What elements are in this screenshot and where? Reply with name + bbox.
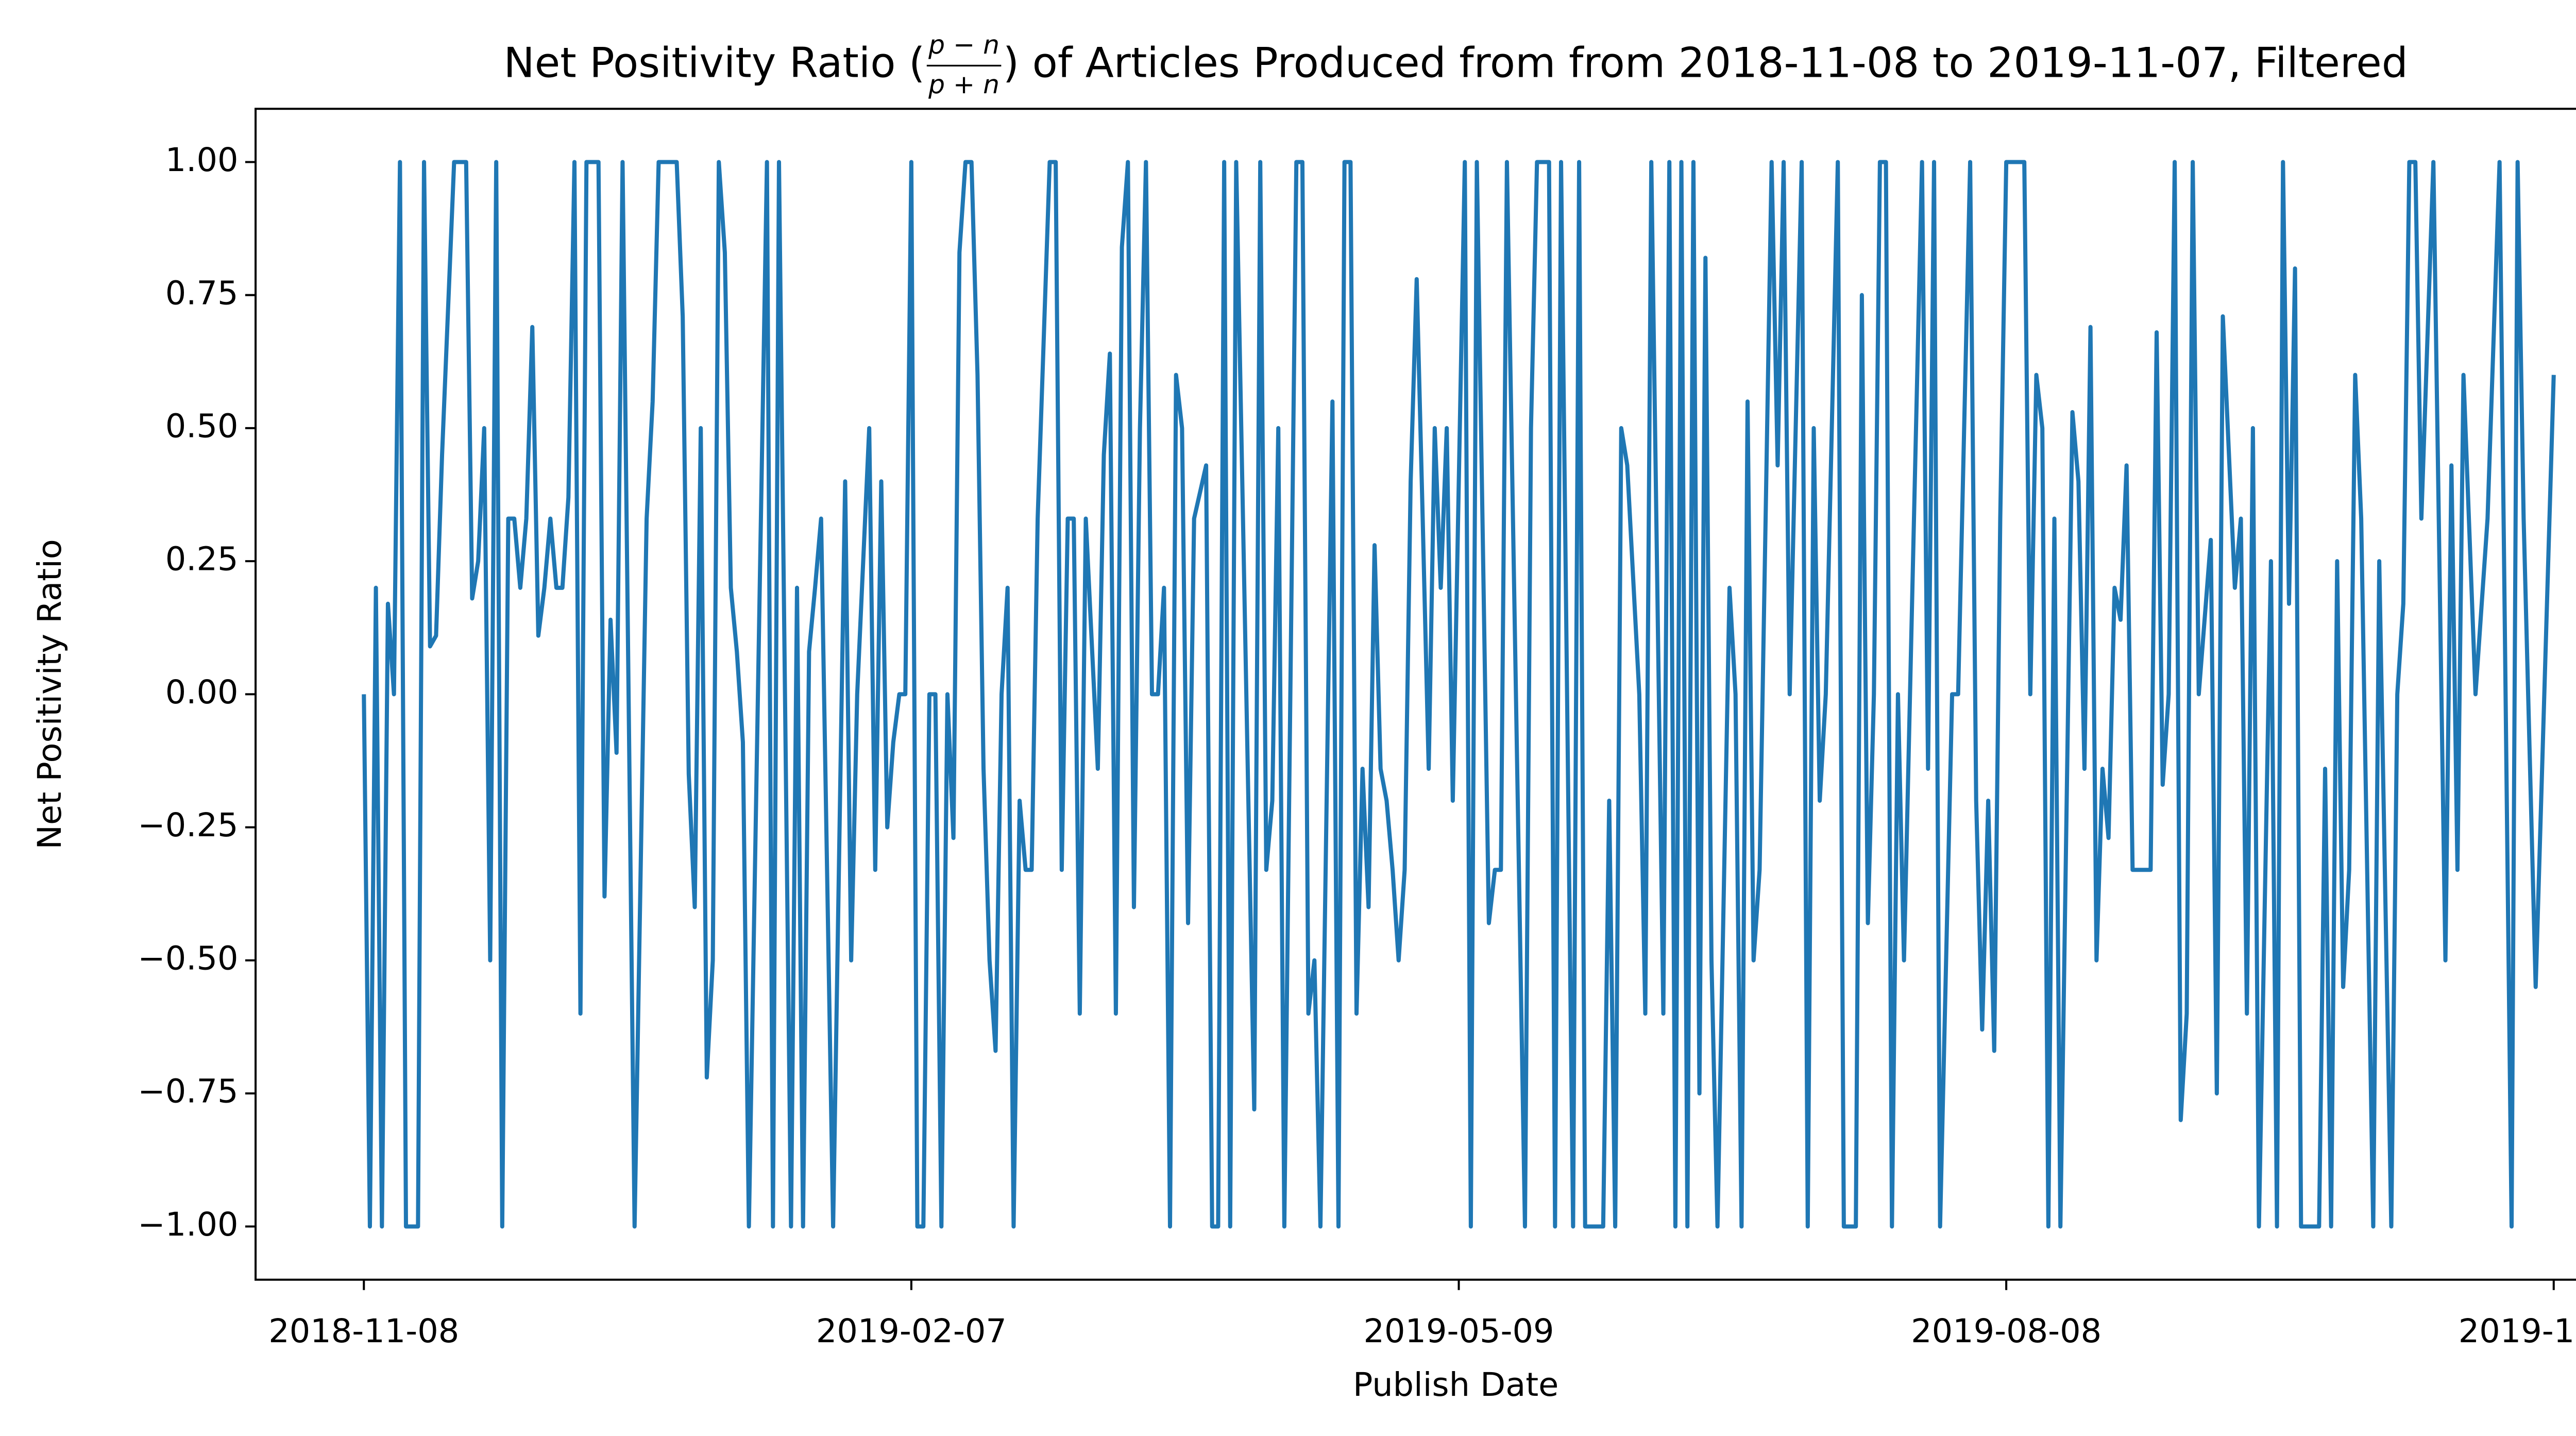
- y-tick-label: −0.75: [138, 1073, 238, 1111]
- chart-title: Net Positivity Ratio ( p − n p + n ) of …: [504, 29, 2408, 99]
- y-tick-label: −0.50: [138, 939, 238, 977]
- y-tick-label: −0.25: [138, 806, 238, 844]
- plot-frame: [255, 108, 2576, 1281]
- data-line: [362, 160, 2556, 1229]
- x-tick-label: 2019-02-07: [816, 1312, 1007, 1350]
- y-tick-label: 1.00: [165, 141, 239, 179]
- x-tick-label: 2018-11-08: [268, 1312, 459, 1350]
- title-numerator: p − n: [928, 29, 999, 60]
- x-tick-label: 2019-08-08: [1911, 1312, 2102, 1350]
- y-tick-label: −1.00: [138, 1206, 238, 1244]
- y-axis-label: Net Positivity Ratio: [31, 539, 69, 849]
- y-tick-label: 0.00: [165, 673, 239, 712]
- x-axis-label: Publish Date: [1353, 1366, 1558, 1404]
- y-tick-label: 0.50: [165, 408, 239, 446]
- x-tick-label: 2019-11-07: [2459, 1312, 2576, 1350]
- x-tick-label: 2019-05-09: [1363, 1312, 1554, 1350]
- title-denominator: p + n: [928, 69, 999, 99]
- y-tick-label: 0.25: [165, 540, 239, 579]
- title-text: Net Positivity Ratio (: [504, 38, 925, 87]
- y-tick-label: 0.75: [165, 274, 239, 312]
- title-text: ) of Articles Produced from from 2018-11…: [1003, 38, 2408, 87]
